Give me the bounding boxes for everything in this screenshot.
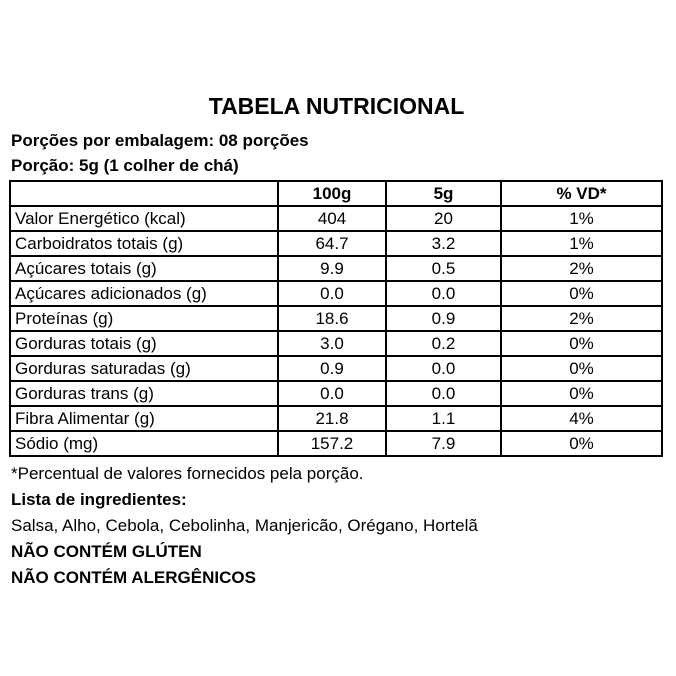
table-row: Gorduras trans (g) 0.0 0.0 0%	[9, 380, 663, 407]
portion-size-line: Porção: 5g (1 colher de chá)	[11, 156, 239, 175]
table-row: Fibra Alimentar (g) 21.8 1.1 4%	[9, 405, 663, 432]
nutrient-label: Gorduras totais (g)	[9, 330, 279, 357]
value-vd: 2%	[500, 305, 663, 332]
value-100g: 157.2	[277, 430, 387, 457]
nutrient-label: Fibra Alimentar (g)	[9, 405, 279, 432]
table-row: Proteínas (g) 18.6 0.9 2%	[9, 305, 663, 332]
value-5g: 0.9	[385, 305, 502, 332]
value-vd: 0%	[500, 430, 663, 457]
table-row: Gorduras saturadas (g) 0.9 0.0 0%	[9, 355, 663, 382]
value-5g: 0.5	[385, 255, 502, 282]
nutrient-label: Açúcares adicionados (g)	[9, 280, 279, 307]
column-header-vd: % VD*	[500, 180, 663, 207]
value-5g: 3.2	[385, 230, 502, 257]
value-100g: 0.0	[277, 380, 387, 407]
allergen-free-claim: NÃO CONTÉM ALERGÊNICOS	[11, 568, 256, 587]
value-100g: 18.6	[277, 305, 387, 332]
nutrient-label: Açúcares totais (g)	[9, 255, 279, 282]
column-header-100g: 100g	[277, 180, 387, 207]
value-vd: 0%	[500, 355, 663, 382]
nutrient-label: Carboidratos totais (g)	[9, 230, 279, 257]
gluten-free-claim: NÃO CONTÉM GLÚTEN	[11, 542, 202, 561]
value-5g: 0.0	[385, 380, 502, 407]
table-row: Açúcares totais (g) 9.9 0.5 2%	[9, 255, 663, 282]
value-5g: 0.0	[385, 355, 502, 382]
table-row: Sódio (mg) 157.2 7.9 0%	[9, 430, 663, 457]
nutrient-label: Proteínas (g)	[9, 305, 279, 332]
table-row: Gorduras totais (g) 3.0 0.2 0%	[9, 330, 663, 357]
column-header-nutrient	[9, 180, 279, 207]
ingredients-list: Salsa, Alho, Cebola, Cebolinha, Manjeric…	[11, 516, 478, 535]
value-vd: 4%	[500, 405, 663, 432]
header-row: 100g 5g % VD*	[9, 180, 663, 207]
value-5g: 0.2	[385, 330, 502, 357]
value-5g: 20	[385, 205, 502, 232]
value-100g: 21.8	[277, 405, 387, 432]
value-5g: 7.9	[385, 430, 502, 457]
value-100g: 0.0	[277, 280, 387, 307]
value-100g: 9.9	[277, 255, 387, 282]
value-vd: 1%	[500, 230, 663, 257]
value-vd: 1%	[500, 205, 663, 232]
value-5g: 1.1	[385, 405, 502, 432]
value-100g: 404	[277, 205, 387, 232]
nutrition-table: 100g 5g % VD* Valor Energético (kcal) 40…	[9, 180, 663, 457]
table-row: Carboidratos totais (g) 64.7 3.2 1%	[9, 230, 663, 257]
value-100g: 3.0	[277, 330, 387, 357]
nutrient-label: Gorduras trans (g)	[9, 380, 279, 407]
value-100g: 0.9	[277, 355, 387, 382]
value-vd: 0%	[500, 330, 663, 357]
column-header-5g: 5g	[385, 180, 502, 207]
nutrient-label: Valor Energético (kcal)	[9, 205, 279, 232]
value-vd: 0%	[500, 280, 663, 307]
value-5g: 0.0	[385, 280, 502, 307]
daily-value-footnote: *Percentual de valores fornecidos pela p…	[11, 464, 364, 483]
nutrient-label: Sódio (mg)	[9, 430, 279, 457]
nutrient-label: Gorduras saturadas (g)	[9, 355, 279, 382]
value-vd: 0%	[500, 380, 663, 407]
ingredients-heading: Lista de ingredientes:	[11, 490, 187, 509]
value-100g: 64.7	[277, 230, 387, 257]
table-row: Açúcares adicionados (g) 0.0 0.0 0%	[9, 280, 663, 307]
page-title: TABELA NUTRICIONAL	[208, 93, 465, 119]
nutrition-table-body: Valor Energético (kcal) 404 20 1% Carboi…	[9, 205, 663, 457]
nutrition-table-header: 100g 5g % VD*	[9, 180, 663, 207]
value-vd: 2%	[500, 255, 663, 282]
servings-per-package-line: Porções por embalagem: 08 porções	[11, 131, 309, 150]
table-row: Valor Energético (kcal) 404 20 1%	[9, 205, 663, 232]
